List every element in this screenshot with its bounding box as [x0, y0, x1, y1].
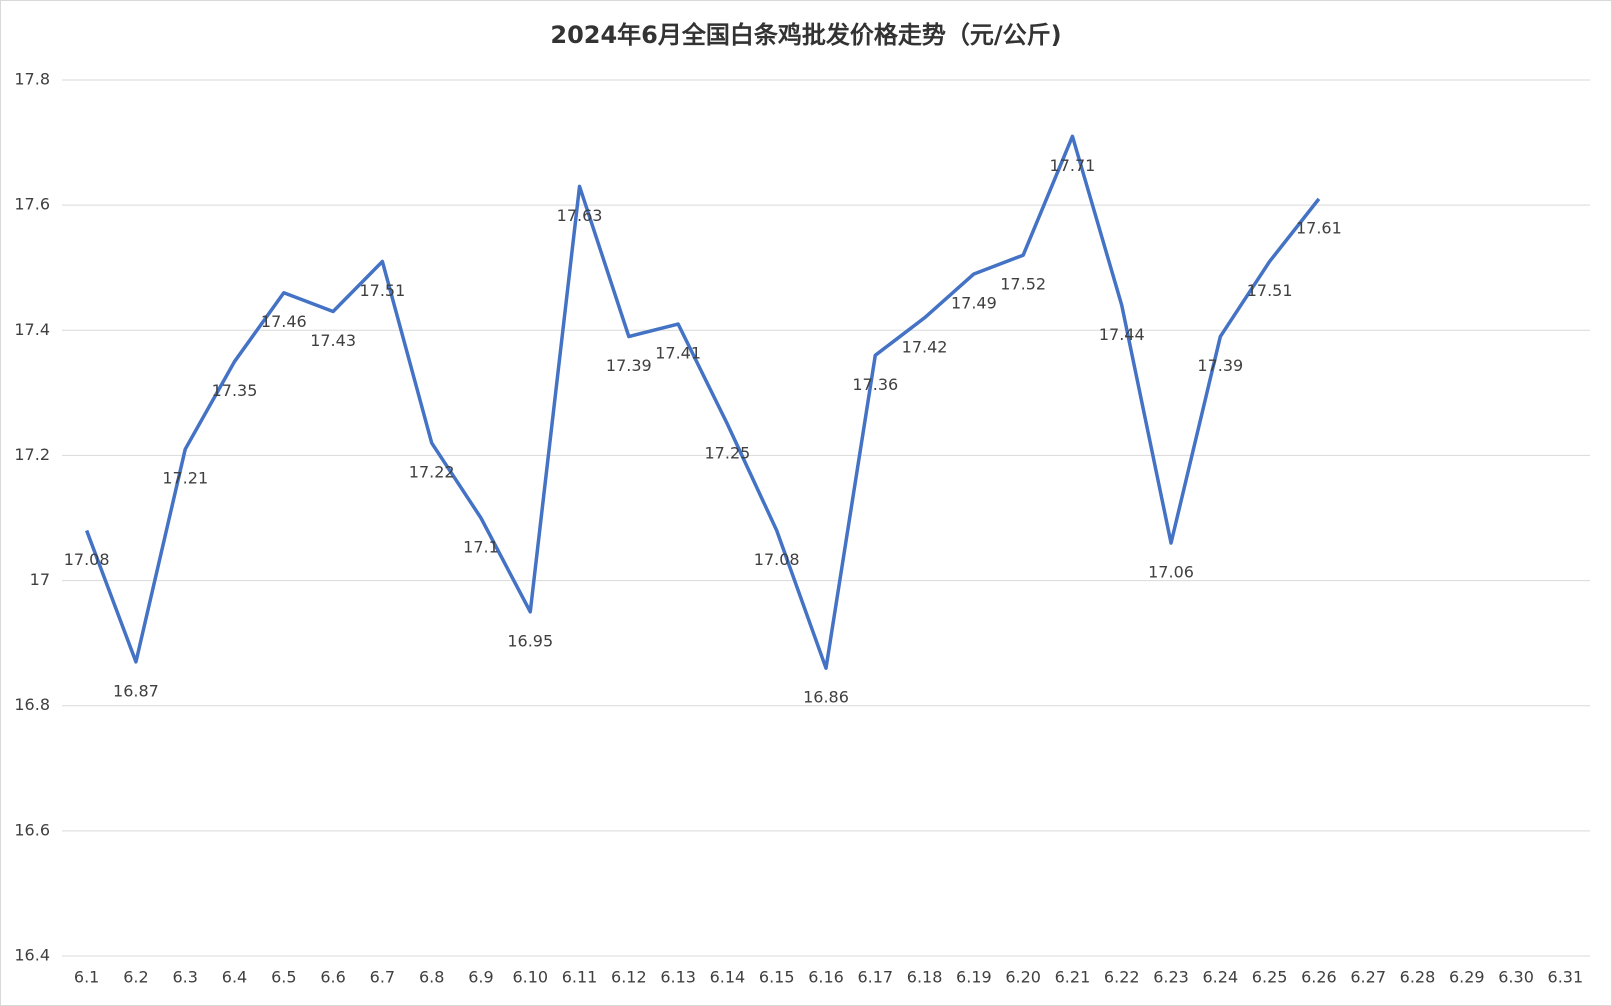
chart-title: 2024年6月全国白条鸡批发价格走势（元/公斤): [550, 21, 1061, 49]
x-tick-label: 6.6: [320, 968, 345, 987]
x-tick-label: 6.9: [468, 968, 493, 987]
data-label: 17.1: [463, 538, 499, 557]
data-label: 17.25: [705, 444, 751, 463]
x-tick-label: 6.18: [907, 968, 943, 987]
x-tick-label: 6.10: [512, 968, 548, 987]
x-tick-label: 6.15: [759, 968, 795, 987]
y-tick-label: 17.4: [14, 320, 50, 339]
data-label: 17.08: [64, 550, 110, 569]
x-tick-label: 6.19: [956, 968, 992, 987]
x-tick-label: 6.30: [1498, 968, 1534, 987]
x-tick-label: 6.1: [74, 968, 99, 987]
x-tick-label: 6.16: [808, 968, 844, 987]
x-tick-label: 6.13: [660, 968, 696, 987]
data-label: 17.21: [162, 469, 208, 488]
y-tick-label: 16.8: [14, 695, 50, 714]
data-label: 17.08: [754, 550, 800, 569]
x-tick-label: 6.4: [222, 968, 247, 987]
data-label: 17.06: [1148, 563, 1194, 582]
x-tick-label: 6.25: [1252, 968, 1288, 987]
x-tick-label: 6.26: [1301, 968, 1337, 987]
y-tick-label: 16.6: [14, 820, 50, 839]
x-tick-label: 6.31: [1548, 968, 1584, 987]
data-label: 17.35: [212, 381, 258, 400]
data-label: 17.63: [557, 206, 603, 225]
data-label: 17.44: [1099, 325, 1145, 344]
x-tick-label: 6.22: [1104, 968, 1140, 987]
x-tick-label: 6.2: [123, 968, 148, 987]
data-label: 17.71: [1050, 156, 1096, 175]
y-tick-label: 17: [30, 570, 50, 589]
y-tick-label: 17.2: [14, 445, 50, 464]
data-line: [85, 134, 1321, 670]
x-tick-label: 6.8: [419, 968, 444, 987]
data-label: 17.36: [852, 375, 898, 394]
x-tick-label: 6.14: [710, 968, 746, 987]
data-label: 17.41: [655, 344, 701, 363]
y-tick-label: 16.4: [14, 946, 50, 965]
x-tick-label: 6.27: [1350, 968, 1386, 987]
data-label: 16.86: [803, 688, 849, 707]
data-label: 17.46: [261, 312, 307, 331]
y-tick-label: 17.8: [14, 70, 50, 89]
x-tick-label: 6.29: [1449, 968, 1485, 987]
x-tick-label: 6.24: [1203, 968, 1239, 987]
x-tick-label: 6.12: [611, 968, 647, 987]
data-label: 16.87: [113, 681, 159, 700]
data-label: 17.61: [1296, 218, 1342, 237]
data-label: 17.49: [951, 293, 997, 312]
x-tick-label: 6.17: [857, 968, 893, 987]
x-tick-label: 6.21: [1055, 968, 1091, 987]
x-tick-label: 6.20: [1005, 968, 1041, 987]
x-tick-label: 6.11: [562, 968, 598, 987]
data-label: 17.39: [1197, 356, 1243, 375]
data-label: 17.39: [606, 356, 652, 375]
x-tick-label: 6.3: [172, 968, 197, 987]
data-label: 16.95: [507, 631, 553, 650]
x-tick-label: 6.7: [370, 968, 395, 987]
data-label: 17.22: [409, 462, 455, 481]
x-tick-label: 6.28: [1400, 968, 1436, 987]
data-label: 17.51: [1247, 281, 1293, 300]
x-tick-label: 6.23: [1153, 968, 1189, 987]
x-tick-label: 6.5: [271, 968, 296, 987]
data-label: 17.43: [310, 331, 356, 350]
data-label: 17.52: [1000, 275, 1046, 294]
data-label: 17.51: [359, 281, 405, 300]
y-tick-label: 17.6: [14, 195, 50, 214]
data-label: 17.42: [902, 337, 948, 356]
